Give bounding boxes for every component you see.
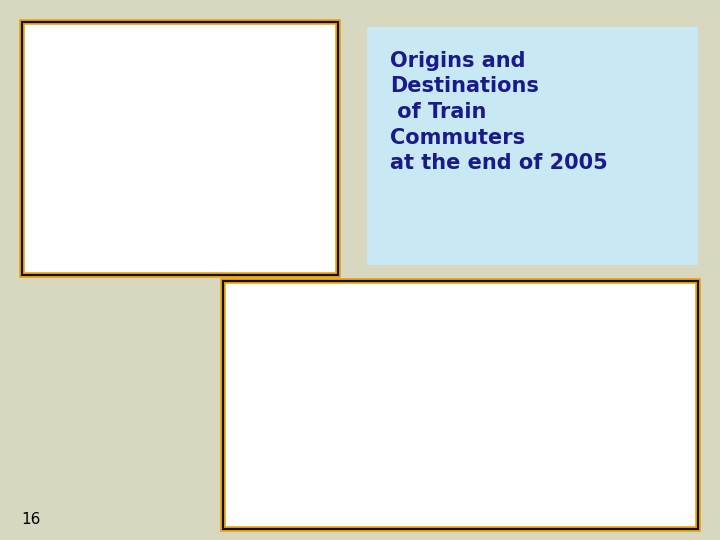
Wedge shape [400, 414, 532, 490]
Title: Train Commuters by Region of Origin
end of 2005: Train Commuters by Region of Origin end … [71, 22, 289, 44]
Wedge shape [180, 84, 256, 191]
Text: Rest of Tel Aviv
Metropolis
28%: Rest of Tel Aviv Metropolis 28% [324, 394, 401, 423]
Text: Jerusalem &
the South
6%: Jerusalem & the South 6% [368, 332, 437, 370]
Text: Tel Aviv City
13%: Tel Aviv City 13% [150, 213, 201, 251]
Wedge shape [180, 159, 248, 217]
Wedge shape [390, 352, 461, 457]
Text: Origins and
Destinations
 of Train
Commuters
at the end of 2005: Origins and Destinations of Train Commut… [390, 51, 608, 173]
Text: Hadera
5%: Hadera 5% [503, 447, 564, 475]
Text: Hadera
7%: Hadera 7% [220, 192, 279, 218]
Wedge shape [461, 347, 527, 418]
Text: Tel Aviv City
42%: Tel Aviv City 42% [436, 471, 486, 508]
Text: Jerusalem &
the South
14%: Jerusalem & the South 14% [61, 84, 143, 119]
Text: Haifa and the
North
19%: Haifa and the North 19% [508, 353, 582, 387]
Wedge shape [104, 111, 180, 234]
Text: Haifa and the
North
32%: Haifa and the North 32% [229, 90, 302, 121]
Wedge shape [171, 159, 228, 234]
Text: Rest of Tel Aviv
Metropolis
34%: Rest of Tel Aviv Metropolis 34% [40, 149, 119, 179]
Text: 16: 16 [22, 512, 41, 527]
Wedge shape [461, 392, 532, 418]
Wedge shape [434, 347, 461, 418]
Title: Train Commuters by Region of Destination
end of 2005: Train Commuters by Region of Destination… [336, 287, 586, 308]
Wedge shape [122, 84, 180, 159]
